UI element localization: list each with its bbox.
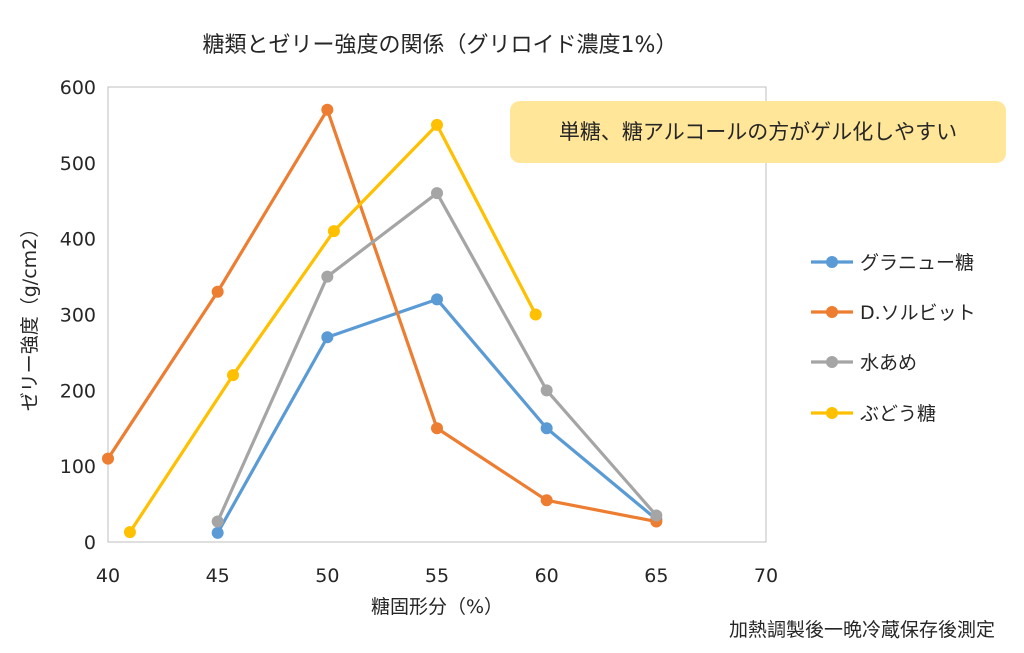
data-point xyxy=(321,103,334,116)
chart-title: 糖類とゼリー強度の関係（グリロイド濃度1%） xyxy=(203,33,678,58)
data-point xyxy=(327,225,340,238)
series-line xyxy=(128,123,538,534)
x-tick-label: 50 xyxy=(315,565,339,587)
series-4 xyxy=(123,118,542,539)
data-point xyxy=(211,515,224,528)
data-point xyxy=(540,422,553,435)
series-3 xyxy=(211,187,663,528)
x-tick-label: 65 xyxy=(644,565,668,587)
annotation-background xyxy=(510,101,1006,163)
legend-label: 水あめ xyxy=(860,352,917,374)
data-point xyxy=(650,509,663,522)
series-line xyxy=(216,191,658,524)
data-point xyxy=(123,526,136,539)
legend-item: 水あめ xyxy=(811,352,917,374)
y-tick-label: 0 xyxy=(84,532,96,554)
x-tick-label: 40 xyxy=(96,565,120,587)
x-tick-label: 45 xyxy=(206,565,230,587)
legend-label: D.ソルビット xyxy=(860,302,976,324)
data-point xyxy=(540,494,553,507)
legend-marker xyxy=(826,356,838,368)
y-axis-label: ゼリー強度（g/cm2） xyxy=(19,219,41,412)
legend-item: ぶどう糖 xyxy=(811,403,936,425)
plot-area-border xyxy=(107,86,767,543)
series-layer xyxy=(102,103,663,539)
data-point xyxy=(431,118,443,131)
data-point xyxy=(102,452,114,465)
y-tick-label: 600 xyxy=(60,77,96,99)
legend-label: ぶどう糖 xyxy=(860,403,936,425)
data-point xyxy=(227,369,240,382)
y-tick-label: 200 xyxy=(60,380,96,402)
data-point xyxy=(540,384,553,397)
y-tick-label: 300 xyxy=(60,305,96,327)
data-point xyxy=(211,285,224,298)
annotation-text: 単糖、糖アルコールの方がゲル化しやすい xyxy=(559,120,957,144)
data-point xyxy=(321,331,334,344)
data-point xyxy=(529,308,542,321)
x-tick-label: 55 xyxy=(425,565,449,587)
series-1 xyxy=(211,293,663,539)
y-tick-label: 100 xyxy=(60,456,96,478)
y-tick-label: 400 xyxy=(60,229,96,251)
axes: 40 45 50 55 60 65 70 0 100 200 300 400 500 600 xyxy=(60,77,778,587)
x-axis-label: 糖固形分（%） xyxy=(371,596,503,618)
data-point xyxy=(211,526,224,539)
legend-item: グラニュー糖 xyxy=(811,252,974,274)
annotation-box: 単糖、糖アルコールの方がゲル化しやすい xyxy=(510,101,1006,163)
legend-item: D.ソルビット xyxy=(811,302,976,324)
series-line xyxy=(216,297,658,535)
legend-marker xyxy=(826,306,838,318)
footnote: 加熱調製後一晩冷蔵保存後測定 xyxy=(729,619,995,641)
x-tick-label: 70 xyxy=(754,565,778,587)
legend-marker xyxy=(826,407,838,419)
y-tick-label: 500 xyxy=(60,153,96,175)
data-point xyxy=(431,422,443,435)
series-2 xyxy=(102,103,663,528)
legend-label: グラニュー糖 xyxy=(860,252,974,274)
x-tick-label: 60 xyxy=(535,565,559,587)
data-point xyxy=(321,270,334,283)
data-point xyxy=(431,187,443,200)
series-line xyxy=(106,108,658,524)
data-point xyxy=(431,293,443,306)
legend-marker xyxy=(826,256,838,268)
